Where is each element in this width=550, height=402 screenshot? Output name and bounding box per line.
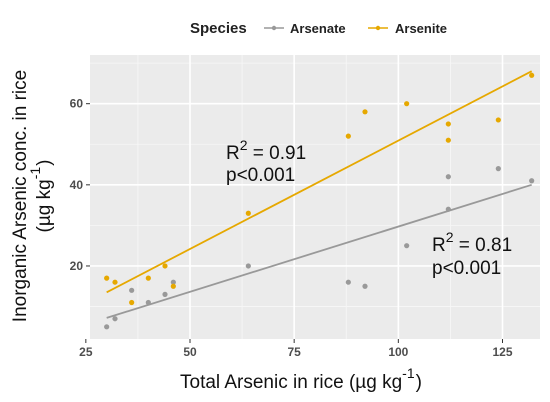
plot-panel (90, 55, 540, 339)
point-arsenate-5 (170, 279, 176, 285)
point-arsenate-0 (104, 324, 110, 330)
point-arsenate-2 (129, 287, 135, 293)
annotation-arsenite-r2: R2 = 0.91 (226, 137, 306, 164)
y-axis-title-line1: Inorganic Arsenic conc. in rice (10, 70, 31, 322)
point-arsenite-2 (129, 299, 135, 306)
point-arsenate-4 (162, 291, 168, 297)
fit-line-arsenate (106, 183, 532, 319)
x-tick-label-4: 125 (492, 345, 512, 359)
point-arsenite-8 (362, 109, 368, 115)
legend-item-arsenite: Arsenite (368, 21, 447, 36)
point-arsenite-9 (404, 101, 410, 107)
x-tick-label-2: 75 (287, 345, 301, 359)
point-arsenate-8 (362, 283, 368, 289)
point-arsenate-1 (112, 316, 118, 322)
x-tick-label-1: 50 (183, 345, 197, 359)
point-arsenite-3 (145, 275, 151, 281)
point-arsenate-11 (445, 206, 451, 212)
annotation-arsenite-p: p<0.001 (226, 165, 295, 186)
tick-marks (85, 103, 503, 343)
annotation-arsenate-r2: R2 = 0.81 (432, 229, 512, 256)
point-arsenate-12 (495, 166, 501, 172)
data-points (104, 72, 535, 330)
legend-key-arsenate-dot (271, 25, 277, 31)
point-arsenite-1 (112, 279, 118, 285)
y-tick-label-1: 40 (70, 178, 84, 192)
legend: Species Arsenate Arsenite (190, 20, 447, 37)
fit-lines (106, 70, 533, 319)
point-arsenate-10 (445, 174, 451, 180)
grid-minor (90, 55, 540, 339)
y-axis-title-line2: (µg kg-1) (27, 160, 55, 233)
point-arsenate-9 (404, 243, 410, 249)
point-arsenate-13 (529, 178, 535, 184)
x-axis-title: Total Arsenic in rice (µg kg-1) (180, 365, 422, 393)
point-arsenite-5 (170, 283, 176, 289)
y-tick-label-2: 60 (70, 97, 84, 111)
y-tick-label-0: 20 (70, 259, 84, 273)
point-arsenate-6 (245, 263, 251, 269)
point-arsenite-13 (529, 72, 535, 78)
x-tick-label-3: 100 (388, 345, 408, 359)
point-arsenite-7 (345, 133, 351, 139)
fit-line-arsenite (106, 70, 533, 294)
point-arsenite-10 (445, 121, 451, 127)
x-tick-label-0: 25 (79, 345, 93, 359)
point-arsenite-4 (162, 263, 168, 269)
legend-label-arsenite: Arsenite (395, 21, 447, 36)
legend-title: Species (190, 20, 247, 37)
point-arsenate-3 (145, 299, 151, 306)
point-arsenite-0 (104, 275, 110, 281)
legend-key-arsenite-dot (375, 25, 381, 31)
point-arsenate-7 (345, 279, 351, 285)
legend-label-arsenate: Arsenate (290, 21, 346, 36)
tick-labels: 25 50 75 100 125 20 40 60 (70, 97, 513, 359)
point-arsenite-6 (245, 210, 251, 216)
point-arsenite-11 (445, 137, 451, 143)
annotation-arsenate-p: p<0.001 (432, 258, 501, 279)
legend-item-arsenate: Arsenate (264, 21, 346, 36)
point-arsenite-12 (495, 117, 501, 123)
